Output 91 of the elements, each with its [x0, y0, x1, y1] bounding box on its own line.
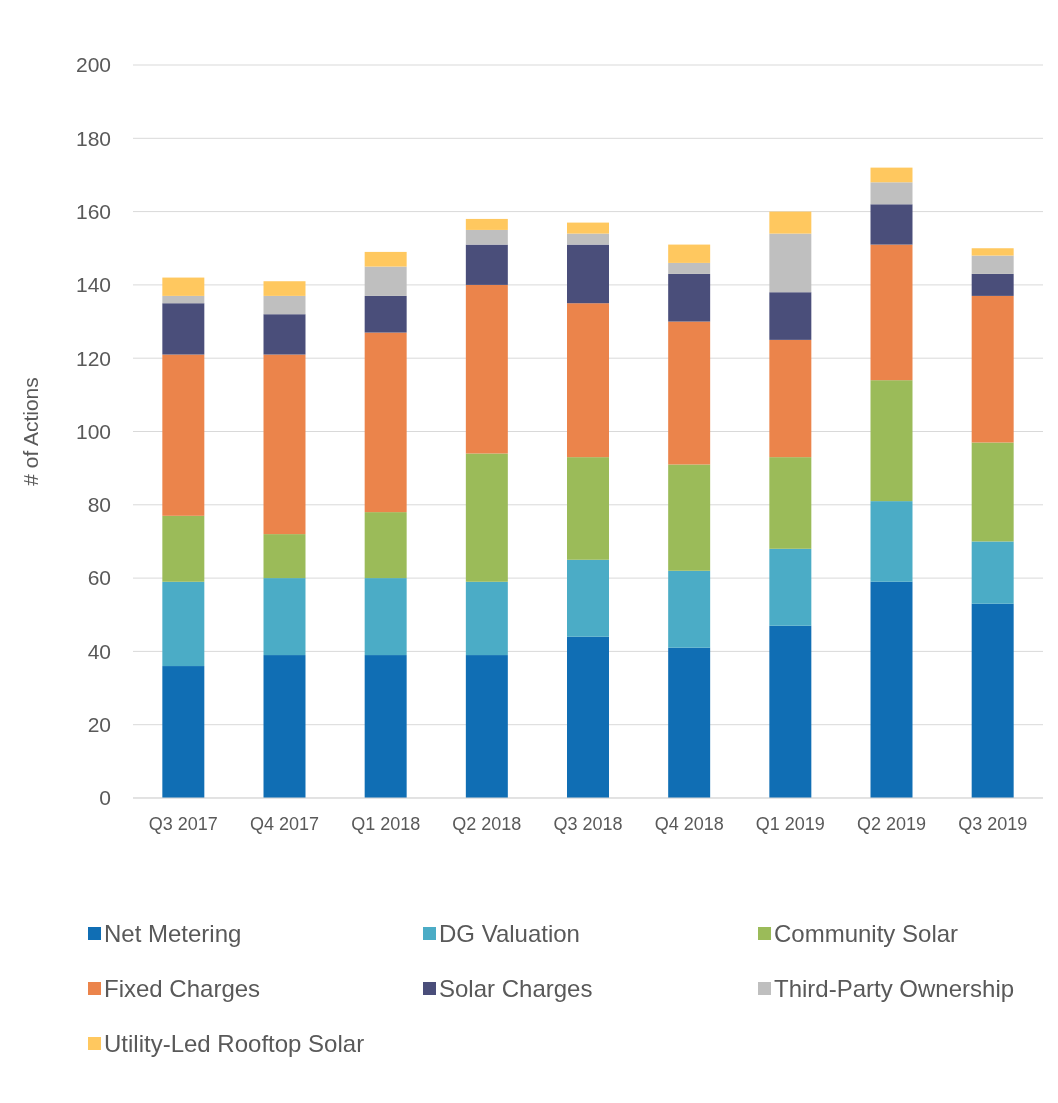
bar: [870, 204, 913, 245]
bar: [465, 244, 508, 285]
bar: [364, 295, 407, 333]
bar: [162, 277, 205, 296]
y-tick-label: 100: [75, 419, 111, 443]
y-tick-label: 40: [87, 639, 111, 663]
bar: [567, 457, 609, 560]
bar: [769, 339, 812, 458]
legend-label: Community Solar: [774, 920, 959, 948]
y-tick-label: 180: [75, 126, 111, 150]
bar: [465, 581, 508, 656]
bar: [668, 262, 711, 274]
legend-label: Third-Party Ownership: [774, 975, 1015, 1003]
bar: [971, 603, 1014, 798]
bar: [364, 578, 407, 656]
x-tick-label: Q2 2018: [452, 814, 522, 834]
bar: [263, 295, 306, 315]
bar: [870, 167, 913, 183]
bar: [364, 251, 407, 267]
x-tick-label: Q1 2018: [351, 814, 421, 834]
bar: [870, 581, 913, 798]
bar: [769, 457, 812, 549]
bar: [263, 578, 306, 656]
bar: [769, 233, 812, 293]
bar: [465, 284, 508, 454]
legend-label: Fixed Charges: [104, 975, 261, 1003]
legend-label: Net Metering: [104, 920, 242, 948]
legend-label: Solar Charges: [439, 975, 593, 1003]
y-tick-label: 140: [75, 273, 111, 297]
bar: [769, 211, 812, 234]
bar: [567, 636, 609, 798]
x-tick-label: Q3 2019: [958, 814, 1028, 834]
bar: [971, 248, 1014, 256]
bar: [162, 666, 205, 798]
bar: [162, 295, 205, 304]
bar: [971, 273, 1014, 296]
bar: [162, 581, 205, 667]
bar: [364, 512, 407, 579]
bar: [567, 233, 609, 245]
bar: [668, 464, 711, 571]
bar: [769, 625, 812, 798]
bar: [465, 453, 508, 582]
bar: [971, 255, 1014, 274]
bar: [567, 244, 609, 304]
x-tick-label: Q3 2018: [553, 814, 623, 834]
bar: [668, 570, 711, 648]
bar: [263, 281, 306, 296]
bar: [567, 303, 609, 458]
y-axis-title: # of Actions: [19, 377, 42, 486]
bar: [263, 354, 306, 535]
bar: [162, 515, 205, 582]
bar: [870, 380, 913, 502]
legend-label: Utility-Led Rooftop Solar: [104, 1030, 365, 1058]
bar: [971, 295, 1014, 443]
x-tick-label: Q4 2017: [249, 814, 320, 834]
bar: [263, 534, 306, 579]
y-tick-label: 200: [75, 53, 111, 77]
bar: [870, 182, 913, 205]
bar: [364, 266, 407, 296]
y-tick-label: 120: [75, 346, 111, 370]
bar: [162, 354, 205, 516]
bar: [769, 548, 812, 626]
bar: [567, 559, 609, 637]
legend-label: DG Valuation: [439, 920, 580, 948]
y-tick-label: 160: [75, 199, 111, 223]
bar: [263, 655, 306, 798]
x-tick-label: Q1 2019: [755, 814, 825, 834]
bar: [971, 442, 1014, 542]
bar: [465, 229, 508, 245]
bar: [263, 314, 306, 355]
y-tick-label: 20: [87, 713, 111, 737]
y-tick-label: 0: [99, 786, 111, 810]
y-tick-label: 60: [87, 566, 111, 590]
bar: [465, 655, 508, 798]
bar: [567, 222, 609, 234]
y-tick-label: 80: [87, 493, 111, 517]
x-tick-label: Q4 2018: [654, 814, 724, 834]
bar: [162, 303, 205, 355]
bar: [870, 501, 913, 582]
bar: [870, 244, 913, 381]
x-tick-label: Q2 2019: [856, 814, 927, 834]
bar: [364, 655, 407, 798]
bar: [971, 541, 1014, 604]
bar: [668, 244, 711, 263]
bar: [668, 321, 711, 465]
bar: [668, 647, 711, 798]
bar: [465, 218, 508, 230]
x-tick-label: Q3 2017: [148, 814, 218, 834]
bar: [364, 332, 407, 513]
bar: [769, 292, 812, 340]
bar: [668, 273, 711, 322]
